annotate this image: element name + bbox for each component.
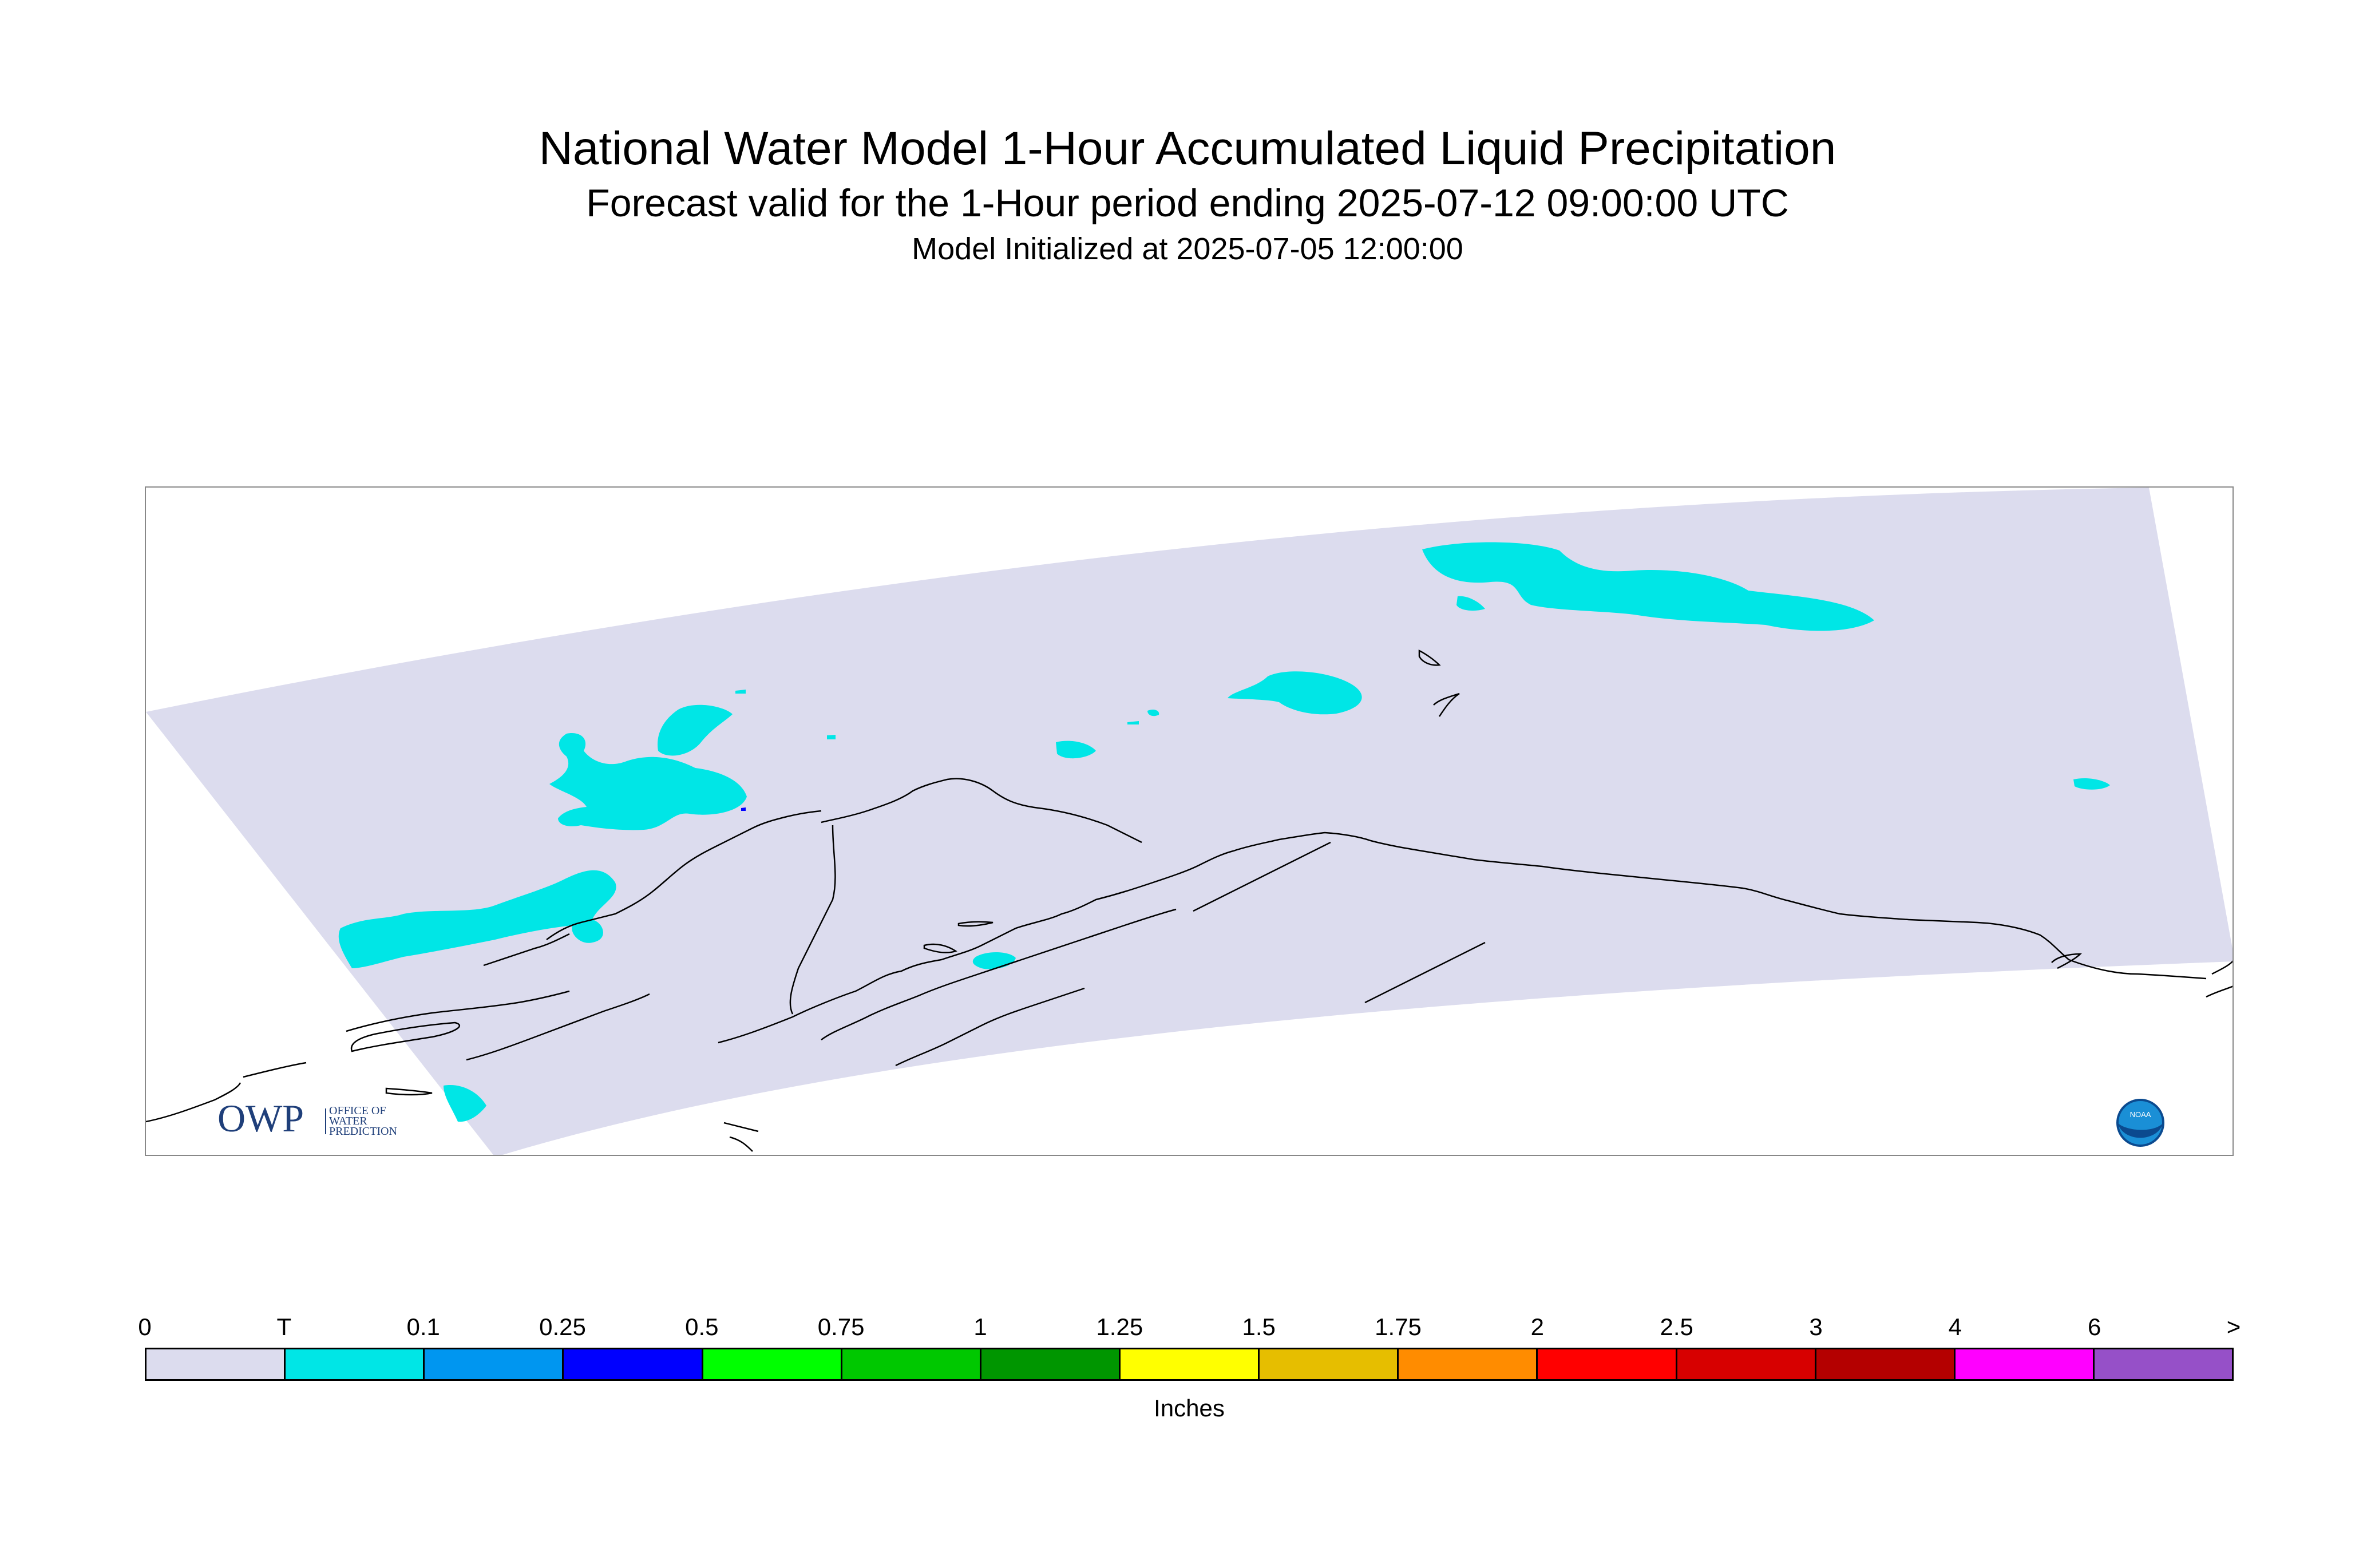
noaa-logo-text: NOAA <box>2130 1110 2151 1119</box>
legend-swatch <box>1677 1349 1816 1379</box>
legend-tick-label: 2 <box>1530 1313 1545 1340</box>
legend-tick-label: 6 <box>2087 1313 2101 1340</box>
legend-tick-label: 0.1 <box>406 1313 440 1340</box>
legend-tick-labels: 0 T 0.1 0.25 0.5 0.75 1 1.25 1.5 1.75 2 2.5 3 4 6 > <box>138 1313 2241 1348</box>
legend-swatch <box>2094 1349 2232 1379</box>
owp-logo-sub-3: PREDICTION <box>329 1125 397 1138</box>
noaa-logo: NOAA <box>2116 1099 2164 1147</box>
legend-tick-label: 1.75 <box>1375 1313 1422 1340</box>
legend-swatch <box>564 1349 703 1379</box>
legend-swatch <box>1816 1349 1956 1379</box>
precip-area <box>1147 709 1159 716</box>
map-title: National Water Model 1-Hour Accumulated … <box>539 122 1836 175</box>
legend-swatch <box>842 1349 981 1379</box>
precip-area-025 <box>741 807 746 811</box>
legend-tick-label: 2.5 <box>1660 1313 1693 1340</box>
legend-tick-label: 0.75 <box>817 1313 865 1340</box>
precip-area <box>338 870 616 968</box>
legend-swatch <box>147 1349 286 1379</box>
legend-swatch <box>425 1349 564 1379</box>
precip-area <box>827 735 836 739</box>
map-panel: OWP OFFICE OF WATER PREDICTION NOAA <box>145 486 2234 1156</box>
legend-swatch <box>981 1349 1121 1379</box>
precip-area <box>1228 671 1362 715</box>
model-domain <box>146 488 2232 1155</box>
legend-tick-label: 4 <box>1948 1313 1962 1340</box>
legend-tick-label: 0.25 <box>539 1313 586 1340</box>
precip-area <box>735 690 746 694</box>
legend-swatch <box>703 1349 842 1379</box>
legend-tick-label: 0.5 <box>685 1313 719 1340</box>
precip-area <box>2073 778 2110 790</box>
owp-logo-sub-2: WATER <box>329 1115 367 1127</box>
precip-area <box>549 733 747 830</box>
title-block: National Water Model 1-Hour Accumulated … <box>0 120 2375 269</box>
precip-area <box>658 704 733 756</box>
precip-area <box>1456 596 1485 611</box>
precip-area <box>1127 721 1139 724</box>
legend-tick-label: 1.25 <box>1096 1313 1143 1340</box>
legend-tick-label: 1 <box>973 1313 987 1340</box>
legend-tick-label: 0 <box>138 1313 152 1340</box>
precip-trace-areas <box>338 542 2110 1122</box>
legend-swatch <box>1538 1349 1677 1379</box>
legend-color-bar <box>145 1348 2234 1381</box>
precip-area <box>444 1085 486 1122</box>
legend-swatch <box>1399 1349 1538 1379</box>
legend-tick-label: > <box>2226 1313 2241 1340</box>
precip-map: OWP OFFICE OF WATER PREDICTION NOAA <box>146 488 2232 1155</box>
model-init-time: Model Initialized at 2025-07-05 12:00:00 <box>912 232 1463 266</box>
legend-unit-label: Inches <box>1154 1395 1225 1422</box>
legend-swatch <box>286 1349 425 1379</box>
map-subtitle: Forecast valid for the 1-Hour period end… <box>586 181 1789 225</box>
owp-logo: OWP OFFICE OF WATER PREDICTION <box>217 1096 397 1140</box>
precip-area <box>1056 741 1096 759</box>
legend-tick-label: T <box>276 1313 292 1340</box>
precip-legend: 0 T 0.1 0.25 0.5 0.75 1 1.25 1.5 1.75 2 2.5 3 4 6 > Inc… <box>138 1313 2241 1422</box>
owp-logo-text: OWP <box>217 1096 304 1140</box>
legend-swatch <box>1260 1349 1399 1379</box>
legend-tick-label: 1.5 <box>1242 1313 1276 1340</box>
owp-logo-sub-1: OFFICE OF <box>329 1104 386 1117</box>
legend-tick-label: 3 <box>1809 1313 1823 1340</box>
legend-swatch <box>1120 1349 1260 1379</box>
precip-area <box>1422 542 1874 631</box>
legend-swatch <box>1955 1349 2095 1379</box>
coastlines <box>146 649 2232 1152</box>
